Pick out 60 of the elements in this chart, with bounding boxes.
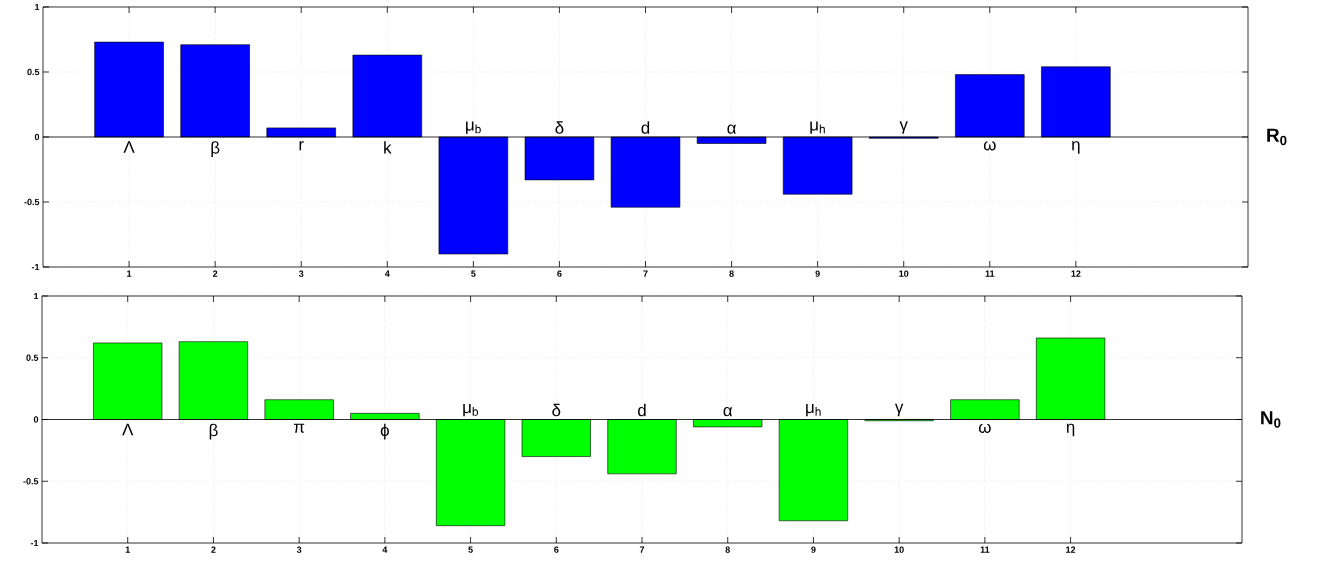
x-tick-label: 8 (725, 546, 730, 553)
x-tick-label: 12 (1071, 270, 1081, 277)
annotation: μ$_{h}$ (806, 404, 821, 417)
x-tick-label: 2 (212, 270, 218, 277)
x-tick-label: 4 (384, 270, 390, 277)
x-tick-label: 10 (894, 546, 904, 553)
annotation: η (1072, 141, 1080, 154)
annotation: ω (978, 423, 991, 433)
x-tick-label: 7 (639, 546, 645, 553)
y-axis-title: R$_{0}$ (1267, 128, 1287, 146)
x-tick-label: 3 (296, 546, 302, 553)
x-tick-label: 4 (382, 546, 388, 553)
annotation: k (384, 141, 392, 154)
y-tick-label: -1 (31, 263, 40, 271)
x-tick-label: 11 (985, 270, 995, 277)
x-tick-label: 3 (298, 270, 304, 277)
y-tick-label: 0.5 (27, 68, 40, 76)
x-tick-label: 6 (554, 546, 559, 553)
x-tick-label: 11 (980, 546, 990, 553)
x-tick-label: 5 (468, 546, 473, 553)
y-tick-label: -0.5 (24, 198, 40, 206)
y-tick-label: -1 (30, 539, 39, 547)
x-tick-label: 2 (211, 546, 216, 553)
x-tick-label: 12 (1066, 546, 1076, 553)
x-tick-label: 9 (811, 546, 816, 553)
annotation: μ$_{b}$ (463, 404, 478, 417)
x-tick-label: 10 (899, 270, 909, 277)
y-tick-label: 1 (35, 3, 40, 11)
annotation: d (641, 121, 650, 134)
annotation: α (727, 124, 736, 134)
annotation: μ$_{h}$ (810, 121, 825, 134)
annotation: α (723, 407, 733, 417)
annotation: η (1066, 423, 1075, 437)
annotation: μ$_{b}$ (466, 121, 481, 134)
annotation: β (209, 423, 218, 440)
annotation: β (211, 141, 220, 157)
x-tick-label: 5 (471, 270, 476, 277)
annotation: Λ (123, 141, 135, 153)
annotation: r (299, 141, 304, 151)
x-tick-label: 8 (729, 270, 734, 277)
annotation: δ (555, 121, 564, 134)
x-tick-label: 7 (643, 270, 648, 277)
annotation: δ (552, 403, 561, 417)
y-tick-label: 0 (33, 416, 39, 423)
y-tick-label: 0 (34, 133, 40, 141)
x-tick-label: 1 (125, 546, 130, 553)
annotation: γ (899, 121, 908, 134)
y-tick-label: 0.5 (26, 354, 39, 361)
x-tick-label: 1 (127, 270, 132, 277)
y-axis-title: N$_{0}$ (1261, 411, 1281, 428)
annotation: γ (894, 403, 904, 417)
annotation: Λ (122, 423, 134, 436)
annotation: ω (983, 141, 996, 151)
annotation: π (293, 423, 305, 433)
annotation: d (638, 403, 646, 417)
y-tick-label: 1 (34, 292, 39, 300)
y-tick-label: -0.5 (23, 478, 39, 485)
x-tick-label: 9 (815, 270, 820, 277)
annotation: ϕ (380, 423, 389, 440)
x-tick-label: 6 (557, 270, 562, 277)
